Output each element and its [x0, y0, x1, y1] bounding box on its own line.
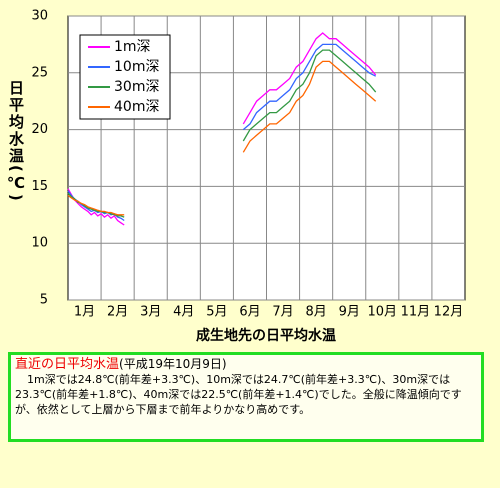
- x-tick-label: 11月: [401, 305, 431, 320]
- legend-box: [79, 34, 171, 120]
- y-tick-label: 5: [40, 293, 48, 308]
- x-tick-label: 10月: [368, 305, 398, 320]
- notice-box: 直近の日平均水温(平成19年10月9日) 1m深では24.8℃(前年差+3.3℃…: [8, 352, 484, 442]
- y-tick-label: 30: [31, 9, 48, 24]
- notice-body: 1m深では24.8℃(前年差+3.3℃)、10m深では24.7℃(前年差+3.3…: [15, 373, 462, 416]
- legend-label: 40m深: [114, 99, 159, 115]
- series-line: [67, 32, 377, 226]
- y-tick-label: 15: [31, 179, 48, 194]
- legend-label: 30m深: [114, 79, 159, 95]
- notice-title: 直近の日平均水温: [15, 357, 120, 372]
- y-tick-label: 10: [31, 236, 48, 251]
- x-tick-label: 1月: [74, 305, 95, 320]
- x-tick-label: 3月: [140, 305, 161, 320]
- y-tick-label: 25: [31, 65, 48, 80]
- x-tick-label: 4月: [173, 305, 194, 320]
- notice-date: (平成19年10月9日): [119, 357, 227, 371]
- x-tick-label: 5月: [206, 305, 227, 320]
- chart: 成生地先の日平均水温 5 10 15 20 25 30 1月 2月 3月 4月 5月 6月 7月 8月 9月…: [31, 9, 466, 344]
- legend-label: 10m深: [114, 59, 159, 75]
- y-tick-label: 20: [31, 122, 48, 137]
- x-tick-label: 9月: [339, 305, 360, 320]
- y-axis-label: 日平均水温(℃): [7, 80, 25, 203]
- legend-label: 1m深: [114, 39, 151, 55]
- x-tick-label: 2月: [107, 305, 128, 320]
- x-tick-label: 12月: [434, 305, 464, 320]
- x-tick-label: 7月: [272, 305, 293, 320]
- chart-title: 成生地先の日平均水温: [196, 327, 336, 344]
- series-line: [67, 60, 377, 216]
- series-line: [67, 49, 377, 218]
- x-tick-label: 8月: [305, 305, 326, 320]
- x-tick-label: 6月: [239, 305, 260, 320]
